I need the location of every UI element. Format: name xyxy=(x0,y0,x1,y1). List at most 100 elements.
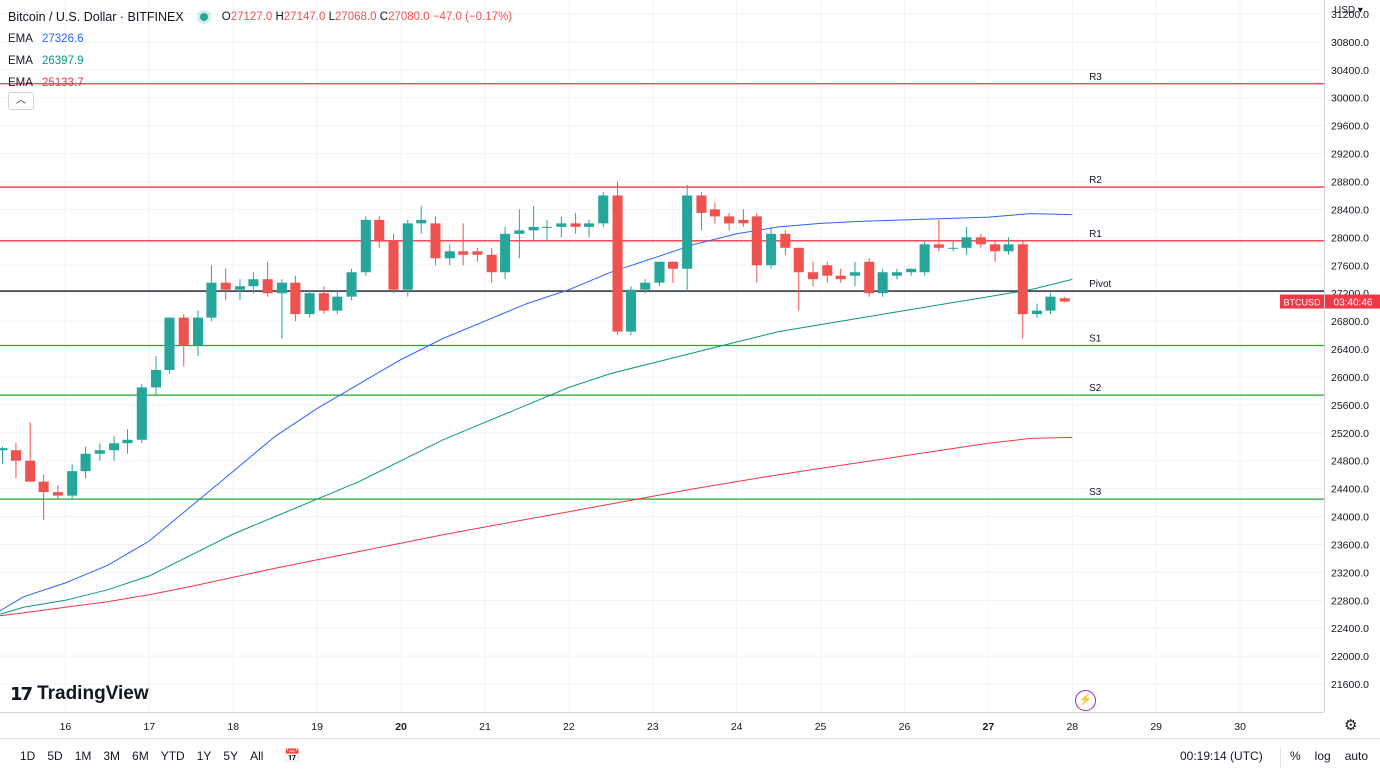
symbol-title[interactable]: Bitcoin / U.S. Dollar · BITFINEX xyxy=(8,10,184,24)
candle-body xyxy=(1059,298,1070,302)
candle-body xyxy=(807,272,819,280)
candle xyxy=(318,286,329,315)
price-tick-label: 30400.0 xyxy=(1331,65,1369,77)
log-toggle[interactable]: log xyxy=(1314,749,1331,763)
candle xyxy=(667,261,678,283)
candle xyxy=(402,219,413,297)
tradingview-logo[interactable]: 𝟭𝟳 TradingView xyxy=(10,683,149,705)
time-axis-labels: 16 17 18 19 20 21 22 23 24 25 26 27 28 29 30 xyxy=(60,721,1246,733)
ema-row-3[interactable]: EMA 25133.7 xyxy=(8,72,512,94)
candle xyxy=(961,226,972,255)
chevron-up-icon: ︿ xyxy=(16,95,26,106)
time-tick-label: 24 xyxy=(731,721,743,733)
timeframe-ytd[interactable]: YTD xyxy=(160,749,185,763)
timeframe-all[interactable]: All xyxy=(250,749,264,763)
candle xyxy=(570,212,581,234)
chart-area[interactable]: R3 R2 R1 Pivot S1 S2 S3 BTCUSD Bitcoin / U.S. D… xyxy=(0,0,1324,712)
candle-body xyxy=(332,296,343,311)
candle xyxy=(0,446,8,465)
candle xyxy=(192,310,204,356)
level-label-pivot: Pivot xyxy=(1089,279,1111,290)
timeframe-1d[interactable]: 1D xyxy=(20,749,36,763)
time-axis[interactable]: 16 17 18 19 20 21 22 23 24 25 26 27 28 29 30 xyxy=(0,712,1324,739)
candle-body xyxy=(234,286,245,290)
candle xyxy=(25,422,36,482)
level-label-r3: R3 xyxy=(1089,72,1102,83)
market-open-icon xyxy=(199,13,208,21)
ema-row-2[interactable]: EMA 26397.9 xyxy=(8,50,512,72)
candle xyxy=(94,443,105,461)
time-tick-label: 20 xyxy=(395,721,407,733)
percent-toggle[interactable]: % xyxy=(1290,749,1301,763)
timeframe-1m[interactable]: 1M xyxy=(74,749,92,763)
price-tick-label: 27600.0 xyxy=(1331,260,1369,272)
candle-body xyxy=(822,265,833,276)
candle-body xyxy=(416,219,427,224)
collapse-legend-button[interactable]: ︿ xyxy=(8,92,34,110)
ema-line-2 xyxy=(0,278,1073,615)
ema-3-value: 25133.7 xyxy=(42,77,84,89)
calendar-range-icon[interactable]: 📅 xyxy=(284,748,301,763)
chart-legend: Bitcoin / U.S. Dollar · BITFINEX O27127.… xyxy=(8,6,512,94)
time-tick-label: 27 xyxy=(983,721,995,733)
candle xyxy=(528,205,539,241)
candle xyxy=(38,474,49,521)
candle-body xyxy=(780,233,791,248)
price-tick-label: 31200.0 xyxy=(1331,9,1369,21)
candle xyxy=(1003,237,1014,255)
candle-body xyxy=(304,293,315,315)
candle-body xyxy=(346,272,357,297)
price-axis[interactable]: 21600.0 22000.0 22400.0 22800.0 23200.0 23600… xyxy=(1324,0,1380,712)
time-tick-label: 22 xyxy=(563,721,575,733)
level-label-s3: S3 xyxy=(1089,487,1102,498)
candle-body xyxy=(1003,244,1014,252)
candle xyxy=(1045,293,1056,315)
currency-selector[interactable]: USD ▾ xyxy=(1334,5,1363,16)
price-tick-label: 29200.0 xyxy=(1331,149,1369,161)
candle-body xyxy=(612,195,623,332)
price-tick-label: 30800.0 xyxy=(1331,37,1369,49)
auto-toggle[interactable]: auto xyxy=(1344,749,1369,763)
ema-line-3 xyxy=(0,436,1073,617)
candle-body xyxy=(542,226,553,228)
candle-body xyxy=(514,230,525,234)
candle-body xyxy=(151,369,162,388)
candle xyxy=(374,216,385,248)
timeframe-5y[interactable]: 5Y xyxy=(223,749,239,763)
candle-body xyxy=(374,219,385,241)
timeframe-6m[interactable]: 6M xyxy=(132,749,149,763)
candle xyxy=(654,261,665,287)
timeframe-3m[interactable]: 3M xyxy=(103,749,121,763)
time-tick-label: 21 xyxy=(479,721,491,733)
candle xyxy=(220,268,231,301)
candle-body xyxy=(667,261,678,269)
candle-body xyxy=(933,244,944,248)
candle xyxy=(486,247,497,283)
candle xyxy=(1017,240,1028,339)
ema-line-1 xyxy=(0,213,1073,612)
candle-body xyxy=(94,450,105,454)
timeframe-1y[interactable]: 1Y xyxy=(196,749,212,763)
candle xyxy=(262,261,273,297)
ema-row-1[interactable]: EMA 27326.6 xyxy=(8,28,512,50)
candle-body xyxy=(220,282,231,290)
candle-body xyxy=(1045,296,1056,311)
candle-body xyxy=(262,279,273,294)
candle-body xyxy=(570,223,581,227)
settings-gear-icon[interactable]: ⚙ xyxy=(1344,717,1358,734)
chart-canvas[interactable]: R3 R2 R1 Pivot S1 S2 S3 BTCUSD xyxy=(0,0,1324,712)
candle-body xyxy=(793,247,804,273)
lightning-icon[interactable]: ⚡ xyxy=(1075,690,1096,711)
candle-body xyxy=(458,251,469,255)
timeframe-5d[interactable]: 5D xyxy=(47,749,63,763)
price-tick-label: 28400.0 xyxy=(1331,204,1369,216)
time-tick-label: 19 xyxy=(311,721,323,733)
candle xyxy=(290,275,301,322)
candle-body xyxy=(751,216,762,266)
utc-clock[interactable]: 00:19:14 (UTC) xyxy=(1180,749,1263,763)
candle xyxy=(332,289,343,315)
candle xyxy=(1059,296,1070,303)
candle-body xyxy=(0,448,8,451)
candle xyxy=(346,268,357,301)
symbol-row: Bitcoin / U.S. Dollar · BITFINEX O27127.… xyxy=(8,6,512,28)
